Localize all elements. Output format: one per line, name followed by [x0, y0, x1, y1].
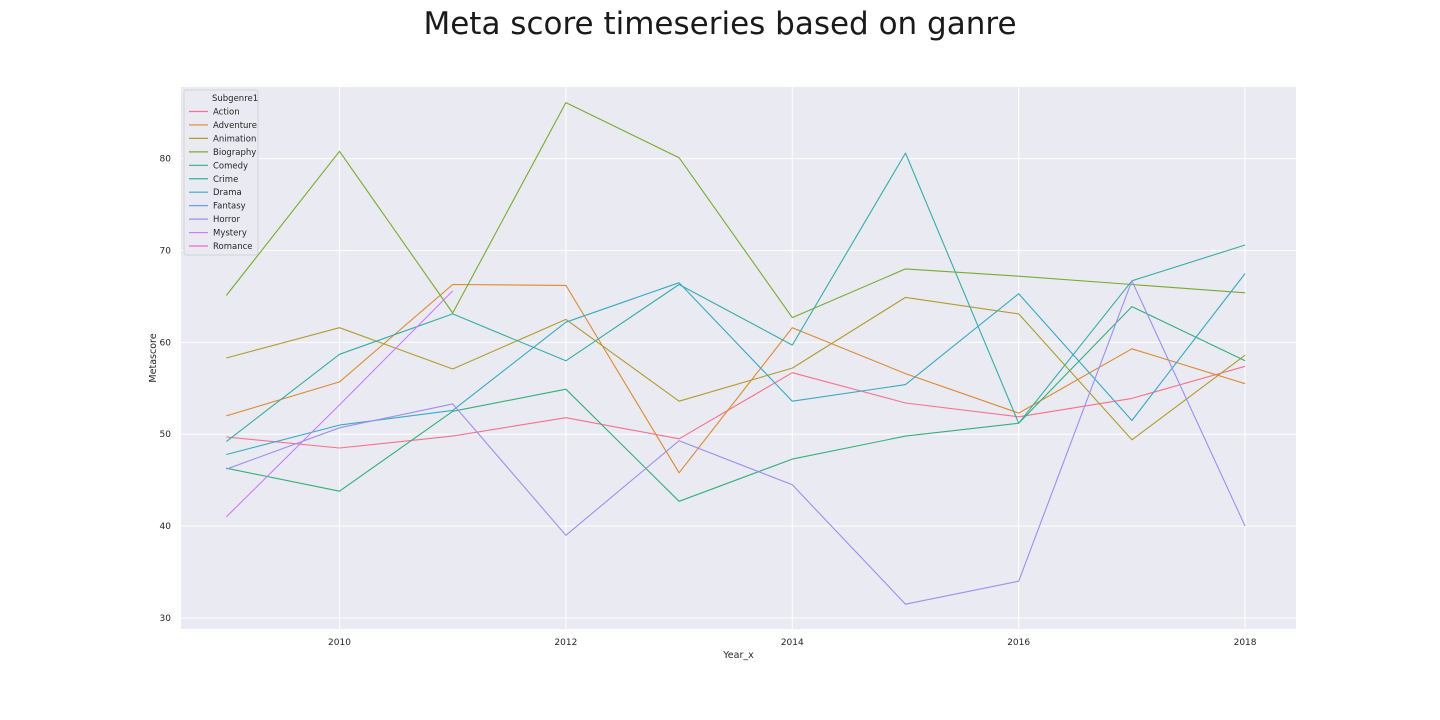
y-tick-label: 70	[160, 247, 172, 257]
legend-label-fantasy: Fantasy	[213, 202, 246, 212]
legend-label-mystery: Mystery	[213, 229, 247, 239]
x-axis-label: Year_x	[722, 650, 754, 661]
y-tick-label: 80	[160, 155, 172, 165]
y-tick-label: 60	[160, 338, 172, 348]
tick-labels: 2010 2012 2014 2016 2018 30 40 50 60 70 80	[160, 155, 1257, 648]
y-axis-label: Metascore	[148, 333, 159, 382]
legend-label-drama: Drama	[213, 188, 242, 198]
legend-label-adventure: Adventure	[213, 121, 257, 131]
y-tick-label: 50	[160, 430, 172, 440]
y-tick-label: 30	[160, 614, 172, 624]
series-line-crime	[225, 152, 1246, 443]
series-line-action	[226, 365, 1246, 449]
series-line-comedy	[226, 306, 1246, 502]
series-line-mystery	[225, 290, 454, 518]
x-tick-label: 2010	[328, 638, 351, 648]
chart-title: Meta score timeseries based on ganre	[423, 6, 1017, 42]
legend-label-biography: Biography	[213, 148, 256, 158]
legend-label-romance: Romance	[213, 242, 253, 252]
plot-area	[181, 87, 1296, 629]
x-tick-label: 2018	[1234, 638, 1257, 648]
series-line-drama	[226, 273, 1246, 456]
x-tick-label: 2016	[1007, 638, 1030, 648]
legend-box	[183, 89, 259, 256]
series-lines	[225, 102, 1246, 605]
series-line-adventure	[226, 283, 1246, 474]
series-line-horror	[226, 280, 1246, 605]
legend-label-animation: Animation	[213, 134, 256, 144]
legend-label-crime: Crime	[213, 175, 238, 185]
legend-label-action: Action	[213, 108, 240, 118]
grid	[181, 87, 1296, 629]
x-tick-label: 2012	[554, 638, 577, 648]
legend-title: Subgenre1	[212, 94, 258, 104]
legend-label-horror: Horror	[213, 215, 240, 225]
series-line-biography	[225, 102, 1246, 319]
legend: Subgenre1 Action Adventure Animation Biograp…	[183, 89, 259, 256]
x-tick-label: 2014	[781, 638, 804, 648]
legend-label-comedy: Comedy	[213, 161, 248, 171]
y-tick-label: 40	[160, 522, 172, 532]
